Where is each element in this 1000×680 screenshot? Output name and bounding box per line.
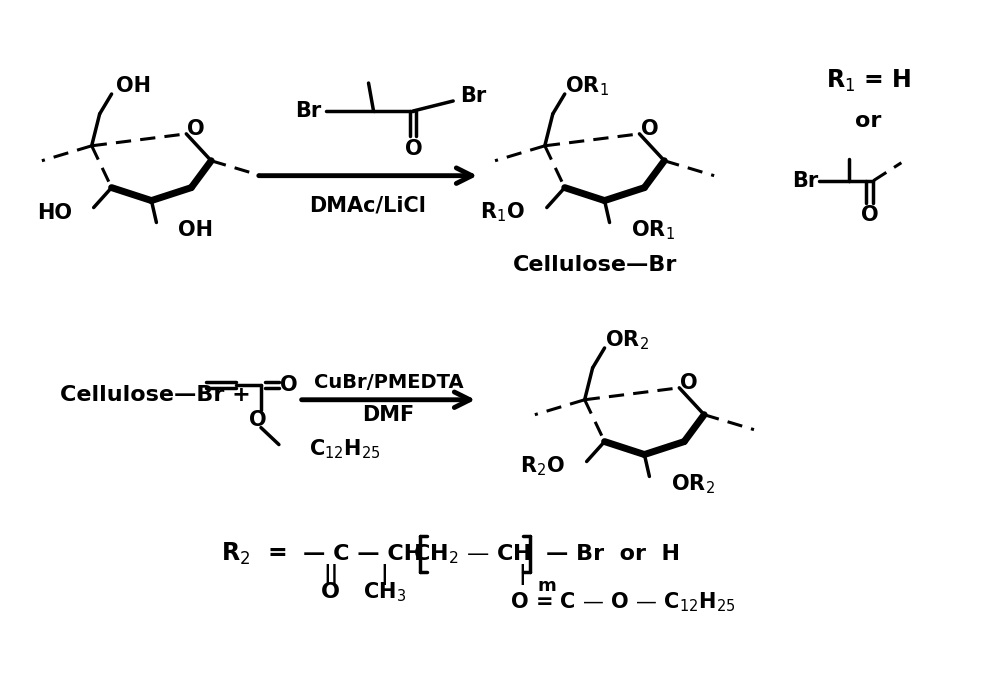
Text: CH$_3$: CH$_3$ — [363, 580, 406, 604]
Text: Br: Br — [460, 86, 486, 106]
Text: O: O — [249, 409, 267, 430]
Text: O: O — [280, 375, 298, 395]
Text: DMF: DMF — [362, 405, 415, 425]
Text: O: O — [861, 205, 878, 224]
Text: C$_{12}$H$_{25}$: C$_{12}$H$_{25}$ — [309, 438, 381, 461]
Text: Cellulose—Br +: Cellulose—Br + — [60, 385, 251, 405]
Text: |: | — [518, 564, 526, 585]
Text: OH: OH — [178, 220, 213, 241]
Text: O: O — [680, 373, 698, 393]
Text: — Br  or  H: — Br or H — [546, 544, 680, 564]
Text: ||: || — [323, 564, 338, 585]
Text: Br: Br — [295, 101, 321, 121]
Text: DMAc/LiCl: DMAc/LiCl — [309, 196, 426, 216]
Text: or: or — [855, 111, 882, 131]
Text: O: O — [321, 582, 340, 602]
Text: OR$_1$: OR$_1$ — [631, 219, 675, 242]
Text: O: O — [405, 139, 422, 159]
Text: R$_2$  =: R$_2$ = — [221, 541, 287, 567]
Text: CuBr/PMEDTA: CuBr/PMEDTA — [314, 373, 463, 392]
Text: m: m — [538, 577, 557, 595]
Text: Cellulose—Br: Cellulose—Br — [512, 255, 677, 275]
Text: OR$_2$: OR$_2$ — [671, 473, 715, 496]
Text: — C — CH: — C — CH — [303, 544, 422, 564]
Text: O = C — O — C$_{12}$H$_{25}$: O = C — O — C$_{12}$H$_{25}$ — [510, 590, 735, 614]
Text: OH: OH — [116, 76, 151, 96]
Text: O: O — [641, 119, 658, 139]
Text: CH$_2$ — CH: CH$_2$ — CH — [413, 543, 531, 566]
Text: R$_2$O: R$_2$O — [520, 455, 565, 478]
Text: |: | — [381, 564, 388, 585]
Text: HO: HO — [37, 203, 72, 222]
Text: R$_1$O: R$_1$O — [480, 201, 525, 224]
Text: O: O — [187, 119, 205, 139]
Text: OR$_2$: OR$_2$ — [605, 328, 648, 352]
Text: OR$_1$: OR$_1$ — [565, 74, 609, 98]
Text: Br: Br — [792, 171, 819, 190]
Text: R$_1$ = H: R$_1$ = H — [826, 68, 911, 94]
